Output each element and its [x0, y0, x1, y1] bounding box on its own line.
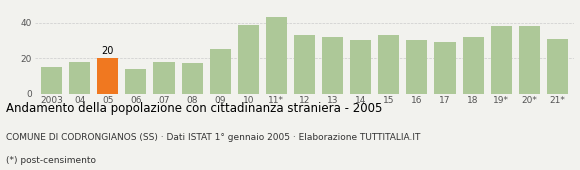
Bar — [238, 24, 259, 94]
Text: COMUNE DI CODRONGIANOS (SS) · Dati ISTAT 1° gennaio 2005 · Elaborazione TUTTITAL: COMUNE DI CODRONGIANOS (SS) · Dati ISTAT… — [6, 133, 420, 142]
Bar — [182, 63, 202, 94]
Bar — [378, 35, 399, 94]
Bar — [547, 39, 568, 94]
Bar — [41, 67, 62, 94]
Bar — [491, 26, 512, 94]
Bar — [97, 58, 118, 94]
Bar — [519, 26, 540, 94]
Bar — [350, 40, 371, 94]
Bar — [322, 37, 343, 94]
Bar — [266, 18, 287, 94]
Text: Andamento della popolazione con cittadinanza straniera - 2005: Andamento della popolazione con cittadin… — [6, 102, 382, 115]
Bar — [125, 69, 147, 94]
Bar — [294, 35, 315, 94]
Bar — [434, 42, 455, 94]
Bar — [154, 62, 175, 94]
Text: (*) post-censimento: (*) post-censimento — [6, 156, 96, 165]
Bar — [69, 62, 90, 94]
Bar — [210, 49, 231, 94]
Bar — [407, 40, 427, 94]
Text: 20: 20 — [102, 46, 114, 56]
Bar — [462, 37, 484, 94]
